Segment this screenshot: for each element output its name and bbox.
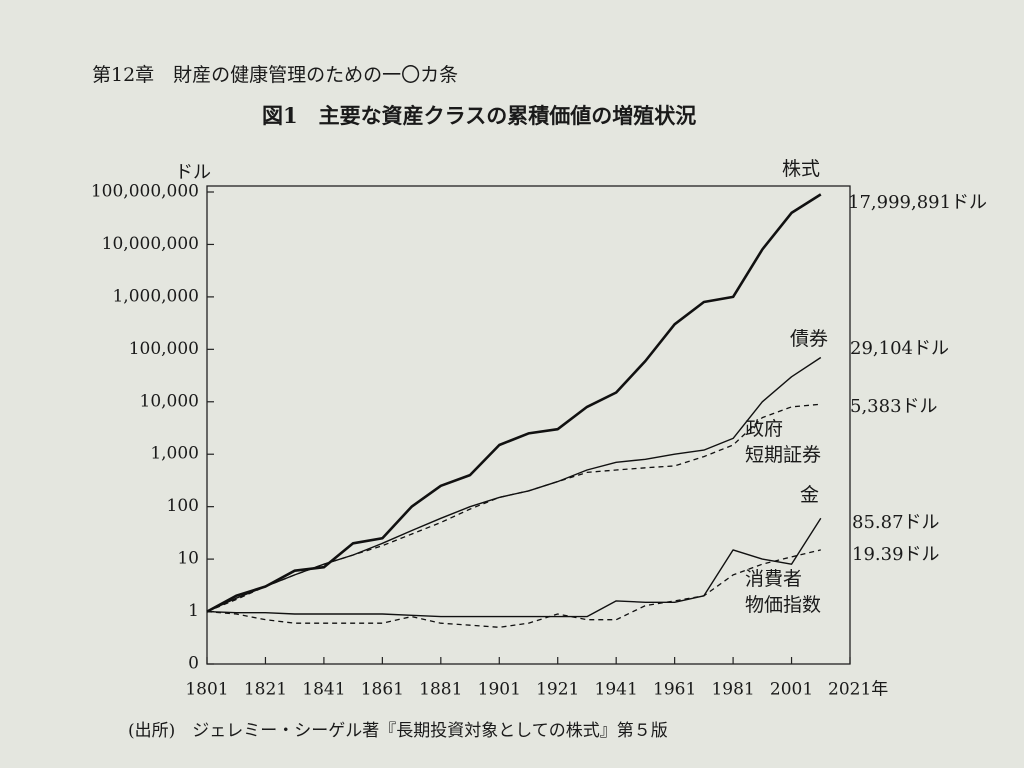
y-tick-label: 1 <box>188 601 199 621</box>
y-tick-label: 100,000 <box>129 339 199 359</box>
y-tick-label: 10 <box>177 549 199 569</box>
x-tick-label: 2001 <box>770 680 813 700</box>
x-tick-label: 1861 <box>361 680 404 700</box>
end-value-label: 5,383ドル <box>850 396 938 417</box>
y-tick-label: 1,000 <box>150 444 199 464</box>
y-axis-unit: ドル <box>175 162 211 183</box>
x-tick-label: 1961 <box>653 680 696 700</box>
chapter-header: 第12章 財産の健康管理のための一〇カ条 <box>92 64 459 86</box>
chart-title: 図1 主要な資産クラスの累積価値の増殖状況 <box>262 103 697 128</box>
x-tick-label: 1901 <box>478 680 521 700</box>
y-tick-label: 10,000 <box>140 391 199 411</box>
x-tick-label: 1981 <box>711 680 754 700</box>
series-label: 金 <box>800 484 820 506</box>
series-line <box>206 517 822 618</box>
y-tick-label: 10,000,000 <box>102 234 199 254</box>
series-label: 株式 <box>782 158 821 180</box>
series-line <box>206 549 821 628</box>
y-tick-label: 0 <box>188 654 199 674</box>
x-tick-label: 1841 <box>302 680 345 700</box>
x-tick-label: 1921 <box>536 680 579 700</box>
end-value-label: 19.39ドル <box>852 544 940 565</box>
end-value-label: 29,104ドル <box>850 338 949 359</box>
y-tick-label: 100 <box>167 496 199 516</box>
source-note: (出所) ジェレミー・シーゲル著『長期投資対象としての株式』第５版 <box>128 721 668 741</box>
x-tick-label: 1801 <box>185 680 228 700</box>
x-tick-label: 1941 <box>595 680 638 700</box>
x-tick-label: 1881 <box>419 680 462 700</box>
series-line <box>206 403 821 613</box>
series-label: 政府 短期証券 <box>745 418 822 466</box>
x-tick-label: 2021年 <box>828 680 888 700</box>
x-tick-label: 1821 <box>244 680 287 700</box>
y-tick-label: 100,000,000 <box>91 182 199 202</box>
series-label: 消費者 物価指数 <box>745 568 822 616</box>
series-label: 債券 <box>790 328 829 350</box>
end-value-label: 85.87ドル <box>852 512 940 533</box>
plot-frame <box>206 185 851 665</box>
end-value-label: 17,999,891ドル <box>848 192 988 213</box>
y-tick-label: 1,000,000 <box>112 286 199 306</box>
series-line <box>206 193 822 613</box>
